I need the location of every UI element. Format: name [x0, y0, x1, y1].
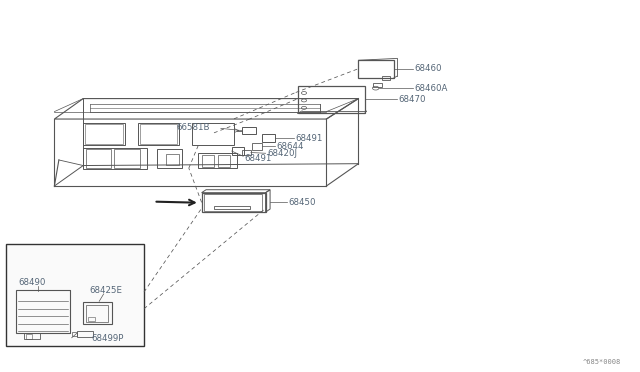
Text: 68490: 68490	[18, 278, 45, 287]
Bar	[218, 155, 230, 167]
Text: 68491: 68491	[296, 134, 323, 142]
Text: 68499P: 68499P	[92, 334, 124, 343]
Bar	[198, 153, 237, 168]
Bar	[262, 134, 275, 142]
Text: 68420J: 68420J	[267, 149, 297, 158]
Text: 68460A: 68460A	[414, 84, 447, 93]
Bar	[86, 305, 108, 322]
Bar	[232, 147, 244, 155]
Bar	[26, 334, 32, 339]
Text: 68425E: 68425E	[90, 286, 123, 295]
Bar	[242, 150, 251, 155]
Bar	[138, 123, 179, 145]
Bar	[24, 333, 40, 339]
Text: 68460: 68460	[414, 64, 442, 73]
Bar	[16, 290, 70, 333]
Bar	[358, 60, 394, 78]
Bar	[140, 124, 177, 144]
Text: 66581B: 66581B	[176, 123, 209, 132]
Bar	[85, 124, 123, 144]
Bar	[83, 123, 125, 145]
Bar	[204, 194, 262, 211]
Bar	[214, 206, 250, 209]
Bar	[242, 127, 256, 134]
Bar	[382, 76, 390, 80]
Text: 68644: 68644	[276, 142, 304, 151]
Text: 68450: 68450	[288, 198, 316, 207]
Bar	[166, 154, 179, 165]
Bar	[157, 149, 182, 168]
Bar	[83, 148, 147, 169]
Bar	[298, 86, 365, 113]
Bar	[252, 143, 262, 150]
Bar	[83, 302, 112, 324]
Bar	[77, 331, 93, 337]
Bar	[6, 244, 144, 346]
Bar	[202, 155, 214, 167]
Text: 68470: 68470	[398, 95, 426, 104]
Text: ^685*0008: ^685*0008	[582, 359, 621, 365]
Bar	[373, 83, 382, 87]
Bar	[88, 317, 95, 321]
Bar	[86, 149, 111, 168]
Bar	[192, 123, 234, 145]
Bar	[114, 149, 140, 168]
Text: 68491: 68491	[244, 154, 272, 163]
Bar	[72, 332, 77, 336]
